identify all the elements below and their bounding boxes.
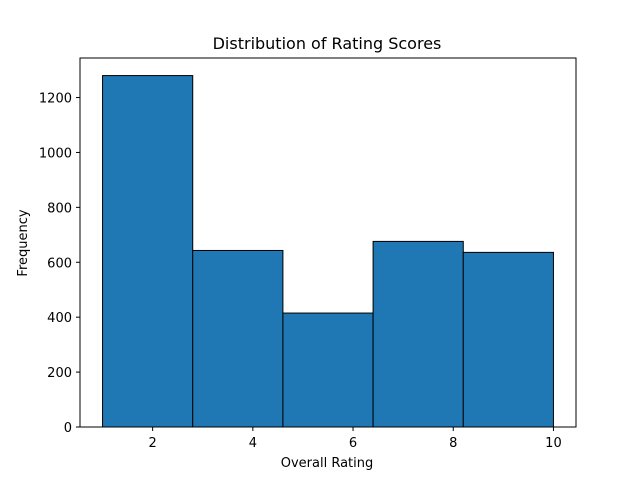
y-tick-label: 200	[47, 366, 72, 381]
histogram-bar-3	[282, 312, 374, 428]
chart-title: Distribution of Rating Scores	[213, 34, 442, 53]
y-tick-label: 600	[47, 256, 72, 271]
x-tick-label: 2	[149, 436, 157, 451]
y-tick-label: 800	[47, 201, 72, 216]
y-tick-label: 1200	[39, 92, 72, 107]
y-tick-label: 400	[47, 311, 72, 326]
plot-frame	[79, 57, 577, 428]
histogram-bar-1	[102, 75, 194, 428]
x-tick-label: 8	[449, 436, 457, 451]
y-tick-label: 1000	[39, 146, 72, 161]
x-axis-ticks: 2 4 6 8 10	[149, 427, 562, 451]
histogram-bar-4	[372, 240, 464, 428]
y-axis-label: Frequency	[16, 209, 31, 276]
x-tick-label: 10	[545, 436, 562, 451]
bars-group	[102, 75, 554, 428]
histogram-bar-5	[462, 251, 554, 428]
histogram-bar-2	[192, 249, 284, 428]
y-tick-label: 0	[64, 421, 72, 436]
x-tick-label: 4	[249, 436, 257, 451]
y-axis-ticks: 0 200 400 600 800 1000 1200	[39, 92, 80, 436]
x-axis-label: Overall Rating	[281, 456, 374, 471]
x-tick-label: 6	[349, 436, 357, 451]
